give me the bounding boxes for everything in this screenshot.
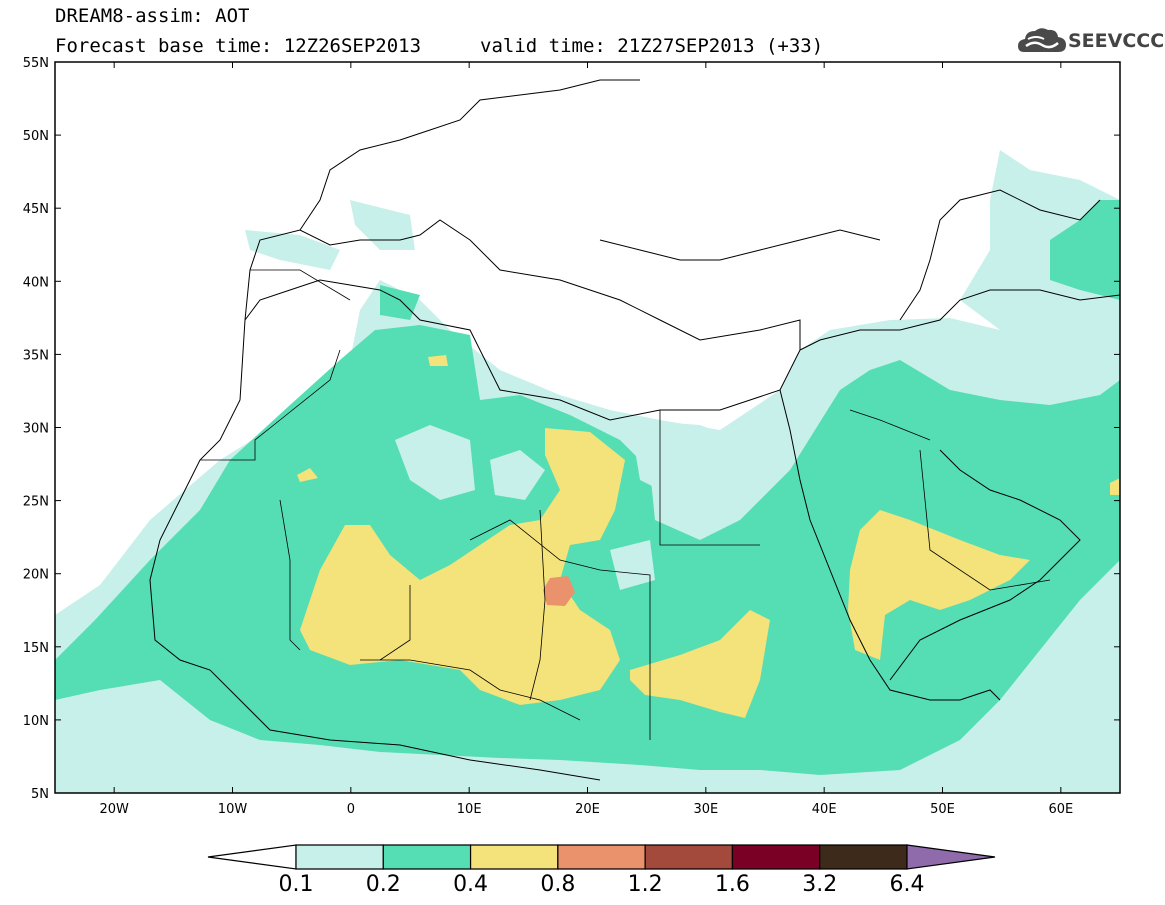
aot-contour-0-4: [297, 355, 1120, 718]
lat-label: 40N: [23, 275, 49, 290]
lat-label: 55N: [23, 56, 49, 71]
colorbar-cell: [819, 844, 908, 870]
lon-label: 40E: [812, 802, 837, 817]
colorbar-cell: [557, 844, 646, 870]
colorbar-label: 0.8: [540, 872, 576, 897]
seevccc-logo: SEEVCCC: [1016, 24, 1164, 58]
lat-label: 35N: [23, 348, 49, 363]
forecast-base-time: Forecast base time: 12Z26SEP2013: [55, 35, 422, 57]
colorbar-label: 6.4: [889, 872, 925, 897]
lon-label: 10W: [218, 802, 248, 817]
colorbar-label: 3.2: [802, 872, 838, 897]
lon-axis-labels: 20W 10W 0 10E 20E 30E 40E 50E 60E: [99, 802, 1073, 817]
coastlines: [149, 79, 1120, 781]
lon-label: 20W: [99, 802, 129, 817]
borders: [200, 269, 1051, 740]
lon-label: 20E: [575, 802, 600, 817]
colorbar-label: 0.4: [453, 872, 489, 897]
colorbar-label: 0.2: [365, 872, 401, 897]
aot-contour-0-2: [55, 200, 1120, 775]
lat-label: 25N: [23, 495, 49, 510]
valid-time: valid time: 21Z27SEP2013 (+33): [480, 35, 824, 57]
colorbar-label: 1.2: [627, 872, 663, 897]
lon-label: 50E: [930, 802, 955, 817]
logo-text: SEEVCCC: [1068, 30, 1165, 52]
lon-label: 10E: [457, 802, 482, 817]
lat-label: 5N: [31, 787, 49, 802]
lon-label: 60E: [1048, 802, 1073, 817]
colorbar-cell: [731, 844, 821, 870]
colorbar-label: 1.6: [714, 872, 750, 897]
lat-label: 15N: [23, 641, 49, 656]
aot-contour-0-1-holes: [395, 420, 740, 590]
lat-label: 20N: [23, 568, 49, 583]
lat-axis-labels: 55N 50N 45N 40N 35N 30N 25N 20N 15N 10N 5N: [23, 56, 49, 802]
colorbar-over-arrow: [906, 844, 996, 870]
colorbar-under-arrow: [207, 844, 297, 870]
lon-label: 0: [347, 802, 355, 817]
lon-label: 30E: [693, 802, 718, 817]
colorbar-cell: [644, 844, 734, 870]
colorbar-cell: [469, 844, 559, 870]
colorbar-cell: [295, 844, 384, 870]
aot-contour-0-8: [543, 576, 575, 606]
lat-label: 10N: [23, 714, 49, 729]
colorbar-label: 0.1: [278, 872, 314, 897]
lat-label: 50N: [23, 129, 49, 144]
map-title: DREAM8-assim: AOT: [55, 5, 250, 27]
cloud-icon: [1018, 28, 1066, 52]
lat-label: 30N: [23, 422, 49, 437]
colorbar-cell: [382, 844, 472, 870]
lat-label: 45N: [23, 202, 49, 217]
axis-ticks: [55, 61, 1120, 794]
